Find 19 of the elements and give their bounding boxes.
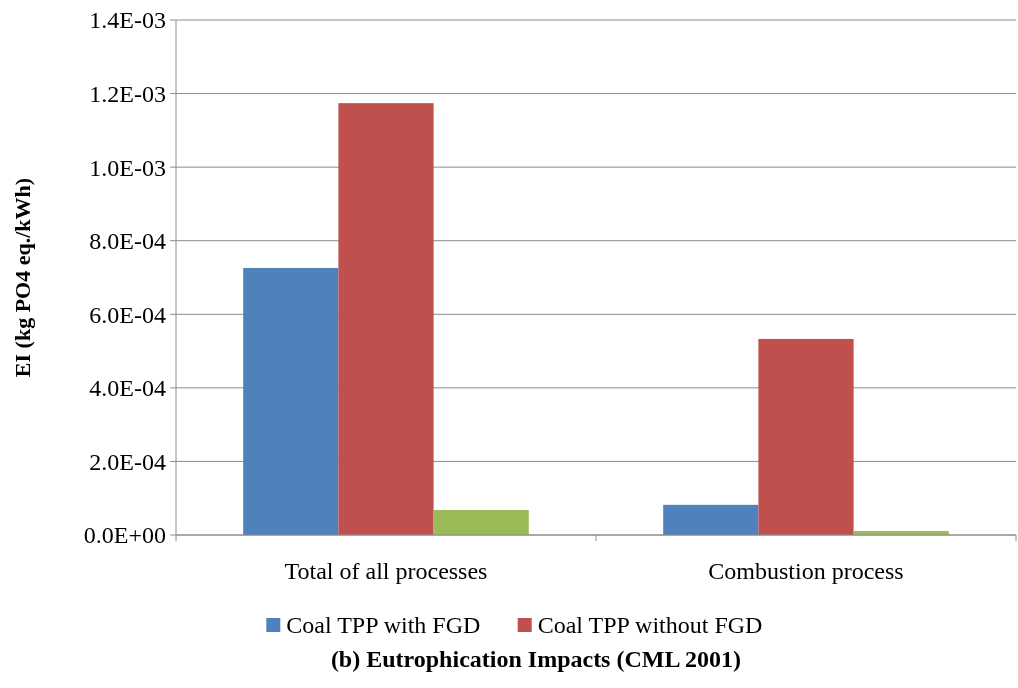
y-tick-label: 8.0E-04 xyxy=(89,228,166,255)
bar xyxy=(243,267,339,535)
y-axis-title: EI (kg PO4 eq./kWh) xyxy=(10,177,35,378)
bar xyxy=(433,509,529,535)
y-tick-label: 1.2E-03 xyxy=(89,80,166,107)
x-tick-label: Total of all processes xyxy=(284,558,488,584)
x-tick-label: Combustion process xyxy=(708,558,904,584)
y-tick-label: 1.4E-03 xyxy=(89,7,166,34)
y-tick-label: 1.0E-03 xyxy=(89,154,166,181)
bar xyxy=(758,338,854,535)
y-tick-label: 4.0E-04 xyxy=(89,375,166,402)
y-tick-label: 6.0E-04 xyxy=(89,301,166,328)
y-tick-label: 2.0E-04 xyxy=(89,448,166,475)
legend-label: Coal TPP without FGD xyxy=(537,612,763,639)
text: (b) Eutrophication Impacts (CML 2001) xyxy=(330,646,742,672)
bar xyxy=(338,103,434,535)
legend-label: Coal TPP with FGD xyxy=(286,612,481,639)
y-tick-label: 0.0E+00 xyxy=(83,522,166,549)
bar xyxy=(663,504,759,535)
